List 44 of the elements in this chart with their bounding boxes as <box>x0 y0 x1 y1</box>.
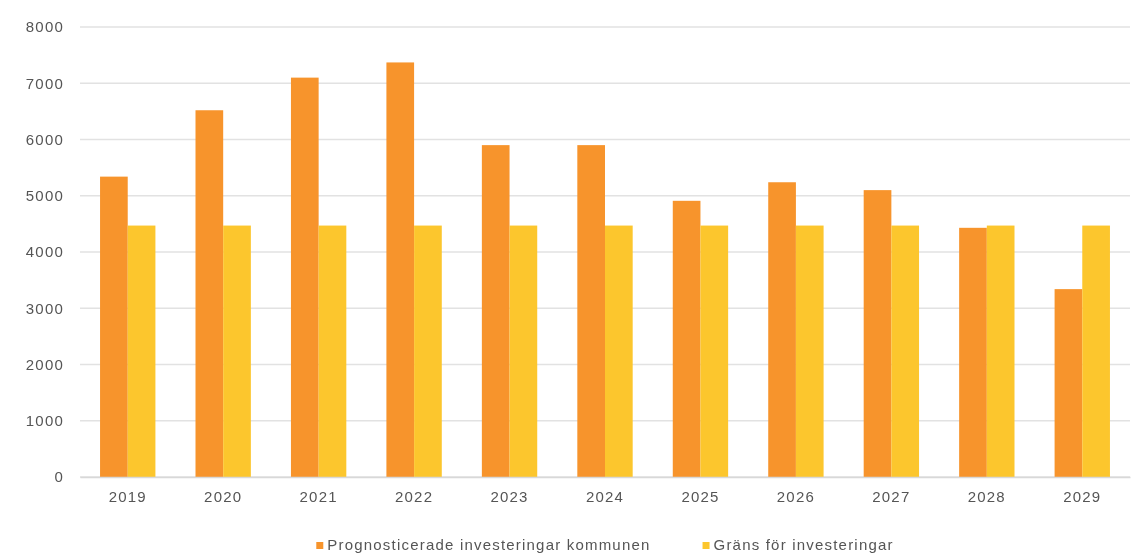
bar <box>223 225 251 477</box>
bar <box>290 77 319 477</box>
x-tick-label: 2024 <box>585 487 625 505</box>
bar <box>795 225 824 477</box>
bar <box>195 110 224 477</box>
x-tick-label: 2028 <box>967 487 1006 505</box>
bar <box>318 225 347 477</box>
y-tick-label: 0 <box>54 468 64 486</box>
bar <box>577 145 605 477</box>
bar <box>891 225 920 477</box>
y-tick-label: 8000 <box>25 18 64 36</box>
x-tick-label: 2027 <box>872 487 911 505</box>
bar <box>959 227 987 477</box>
y-tick-label: 6000 <box>25 130 64 148</box>
bar <box>1054 289 1083 477</box>
x-tick-label: 2020 <box>204 487 243 505</box>
bar <box>127 225 156 477</box>
x-tick-label: 2025 <box>681 487 720 505</box>
bar <box>509 225 538 477</box>
y-tick-label: 7000 <box>25 74 64 92</box>
x-tick-label: 2026 <box>776 487 815 505</box>
bar <box>986 225 1015 477</box>
y-tick-label: 1000 <box>25 412 64 430</box>
y-tick-label: 3000 <box>25 299 64 317</box>
x-tick-label: 2021 <box>299 487 338 505</box>
bar <box>768 182 796 477</box>
bar <box>672 200 701 477</box>
bar <box>605 225 633 477</box>
y-tick-label: 2000 <box>25 355 64 373</box>
bar <box>700 225 729 477</box>
bar <box>100 176 128 477</box>
x-tick-label: 2019 <box>108 487 147 505</box>
bar <box>863 190 892 477</box>
legend-label: Gräns för investeringar <box>713 536 894 554</box>
x-tick-label: 2022 <box>395 487 434 505</box>
y-tick-label: 4000 <box>25 243 64 261</box>
x-tick-label: 2023 <box>490 487 529 505</box>
x-tick-label: 2029 <box>1063 487 1102 505</box>
bar <box>414 225 442 477</box>
bar <box>1082 225 1110 477</box>
y-tick-label: 5000 <box>25 187 64 205</box>
bar <box>481 145 510 477</box>
legend-label: Prognosticerade investeringar kommunen <box>327 536 651 554</box>
bar <box>386 62 415 477</box>
